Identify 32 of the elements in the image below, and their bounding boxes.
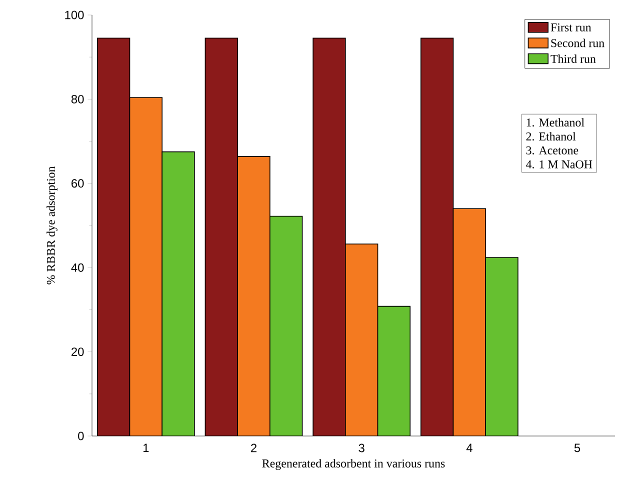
- legend-label: Third run: [550, 54, 596, 63]
- bar: [96, 38, 130, 436]
- x-tick-label: 2: [251, 444, 256, 452]
- x-tick-label: 5: [574, 444, 580, 452]
- x-tick-label: 3: [358, 444, 364, 452]
- x-tick-label: 4: [466, 444, 472, 452]
- bar: [345, 244, 378, 436]
- y-tick-label: 20: [72, 348, 84, 356]
- annotation: 4. 1 M NaOH: [526, 160, 592, 168]
- bar: [312, 38, 346, 436]
- bar: [237, 156, 270, 436]
- bar: [485, 257, 518, 436]
- y-tick-label: 100: [65, 10, 84, 20]
- annotation: 3. Acetone: [526, 146, 578, 154]
- bar: [270, 216, 303, 436]
- legend-label: Second run: [551, 38, 604, 48]
- bar: [162, 151, 195, 436]
- y-axis-title: % RBBR dye adsorption: [46, 166, 58, 284]
- y-tick-label: 0: [78, 432, 84, 440]
- y-tick-label: 80: [71, 94, 84, 104]
- x-axis-title: Regenerated adsorbent in various runs: [262, 459, 445, 470]
- bar: [129, 97, 162, 436]
- y-tick-label: 40: [71, 263, 84, 272]
- bar: [452, 208, 486, 436]
- bar: [204, 38, 238, 436]
- annotation: 1. Methanol: [526, 118, 584, 127]
- x-tick-label: 1: [144, 444, 149, 452]
- bar: [420, 38, 454, 436]
- y-tick-label: 60: [72, 179, 84, 188]
- annotation: 2. Ethanol: [526, 132, 576, 141]
- legend-label: First run: [550, 23, 592, 32]
- bar: [377, 306, 411, 436]
